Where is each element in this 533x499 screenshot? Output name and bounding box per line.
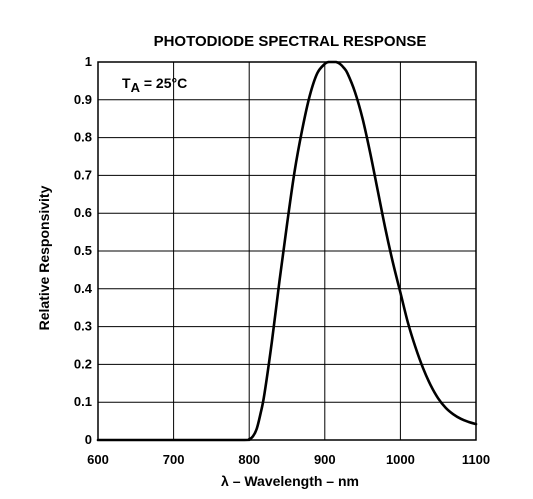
x-tick-label: 900 (314, 452, 336, 467)
y-tick-label: 0.9 (74, 92, 92, 107)
y-tick-label: 0.8 (74, 130, 92, 145)
x-axis-label: λ – Wavelength – nm (221, 473, 359, 489)
y-tick-label: 1 (85, 54, 92, 69)
plot-frame (97, 61, 477, 441)
x-tick-label: 700 (163, 452, 185, 467)
y-tick-label: 0.7 (74, 167, 92, 182)
y-tick-labels: 0 0.1 0.2 0.3 0.4 0.5 0.6 0.7 0.8 0.9 1 (74, 54, 93, 447)
grid-layer (98, 62, 476, 440)
x-tick-label: 600 (87, 452, 109, 467)
chart-title: PHOTODIODE SPECTRAL RESPONSE (154, 33, 427, 50)
spectral-response-curve (96, 60, 478, 442)
x-tick-label: 800 (238, 452, 260, 467)
y-tick-label: 0.4 (74, 281, 93, 296)
y-axis-label: Relative Responsivity (36, 185, 52, 330)
y-tick-label: 0.3 (74, 319, 92, 334)
x-tick-labels: 600 700 800 900 1000 1100 (87, 452, 490, 467)
annotation-subscript: A (131, 80, 141, 95)
y-tick-label: 0.5 (74, 243, 92, 258)
y-tick-label: 0.2 (74, 356, 92, 371)
y-tick-label: 0.1 (74, 394, 92, 409)
annotation-main: T (122, 75, 131, 91)
x-tick-label: 1100 (462, 452, 490, 467)
annotation-rest: = 25°C (140, 75, 187, 91)
y-tick-label: 0.6 (74, 205, 92, 220)
x-tick-label: 1000 (386, 452, 415, 467)
y-tick-label: 0 (85, 432, 92, 447)
temperature-annotation: TA = 25°C (122, 75, 187, 95)
